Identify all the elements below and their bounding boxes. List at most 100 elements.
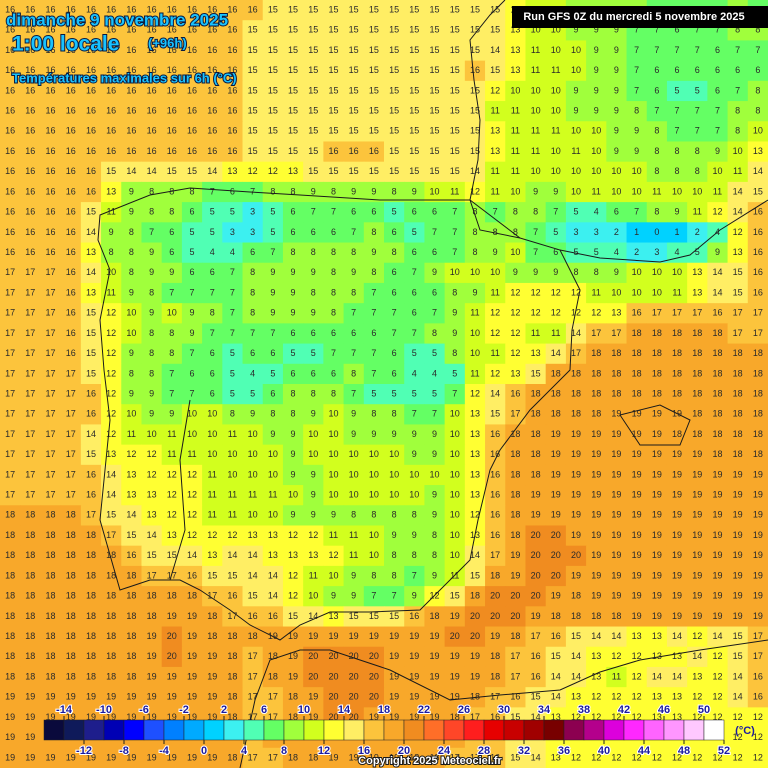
temperature-cell (0, 282, 21, 304)
temperature-cell (363, 121, 385, 142)
temperature-cell (666, 141, 688, 163)
temperature-value: 19 (167, 611, 177, 621)
temperature-cell (242, 626, 264, 648)
temperature-cell (606, 444, 628, 466)
temperature-value: 6 (432, 247, 437, 257)
temperature-value: 19 (632, 611, 642, 621)
temperature-cell (444, 242, 466, 264)
temperature-value: 10 (450, 267, 460, 277)
temperature-value: 8 (755, 106, 760, 116)
temperature-value: 19 (470, 671, 480, 681)
temperature-cell (444, 606, 466, 628)
temperature-cell (485, 101, 506, 122)
temperature-cell (586, 262, 607, 284)
temperature-value: 15 (349, 65, 359, 75)
temperature-value: 16 (66, 207, 76, 217)
temperature-value: 17 (46, 490, 56, 500)
temperature-cell (181, 606, 203, 628)
temperature-cell (646, 606, 668, 628)
temperature-cell (727, 464, 749, 486)
temperature-value: 19 (450, 611, 460, 621)
temperature-value: 17 (5, 449, 15, 459)
temperature-cell (545, 60, 567, 82)
temperature-cell (707, 161, 729, 183)
temperature-cell (20, 101, 41, 122)
temperature-cell (626, 363, 648, 385)
temperature-cell (161, 485, 183, 506)
temperature-cell (565, 444, 587, 466)
temperature-value: 18 (510, 449, 520, 459)
temperature-value: 15 (328, 65, 338, 75)
temperature-value: 7 (250, 328, 255, 338)
temperature-value: 16 (106, 126, 116, 136)
temperature-value: 17 (25, 328, 35, 338)
temperature-value: 10 (349, 449, 359, 459)
temperature-cell (323, 80, 345, 102)
temperature-cell (202, 626, 223, 648)
temperature-cell (222, 404, 244, 425)
temperature-value: 19 (5, 692, 15, 702)
temperature-value: 15 (450, 65, 460, 75)
temperature-cell (40, 222, 62, 244)
temperature-cell (60, 444, 82, 466)
temperature-value: 9 (129, 287, 134, 297)
temperature-cell (202, 161, 223, 183)
temperature-cell (20, 181, 41, 203)
temperature-cell (181, 222, 203, 244)
temperature-value: 4 (250, 368, 255, 378)
temperature-cell (586, 404, 607, 425)
temperature-value: 18 (551, 409, 561, 419)
temperature-value: 11 (490, 348, 499, 358)
temperature-cell (262, 101, 284, 122)
temperature-value: 18 (187, 591, 197, 601)
temperature-value: 19 (611, 530, 621, 540)
temperature-cell (222, 565, 244, 587)
temperature-value: 8 (654, 126, 659, 136)
temperature-value: 10 (571, 45, 581, 55)
temperature-value: 5 (573, 247, 578, 257)
temperature-value: 20 (490, 591, 500, 601)
colorbar-swatch (383, 719, 405, 741)
temperature-value: 17 (510, 651, 520, 661)
temperature-cell (343, 464, 365, 486)
temperature-cell (363, 586, 385, 607)
temperature-value: 16 (712, 308, 722, 318)
temperature-value: 18 (66, 570, 76, 580)
temperature-cell (505, 282, 526, 304)
temperature-cell (505, 141, 526, 163)
temperature-cell (565, 464, 587, 486)
temperature-value: 12 (147, 469, 157, 479)
colorbar-swatch (583, 719, 605, 741)
temperature-value: 18 (510, 469, 520, 479)
temperature-value: 15 (430, 65, 440, 75)
temperature-cell (101, 586, 122, 607)
temperature-cell (161, 505, 183, 526)
temperature-value: 19 (126, 692, 136, 702)
temperature-value: 16 (66, 166, 76, 176)
temperature-cell (282, 141, 304, 163)
temperature-cell (646, 586, 668, 607)
temperature-value: 8 (230, 409, 235, 419)
temperature-cell (202, 101, 223, 122)
temperature-value: 12 (632, 671, 642, 681)
temperature-value: 9 (432, 570, 437, 580)
temperature-cell (646, 282, 668, 304)
colorbar-swatch (223, 719, 245, 741)
temperature-cell (20, 505, 41, 526)
temperature-cell (323, 606, 345, 628)
temperature-cell (303, 262, 324, 284)
temperature-cell (485, 0, 506, 21)
temperature-value: 14 (268, 591, 278, 601)
temperature-cell (626, 606, 648, 628)
temperature-cell (747, 485, 768, 506)
temperature-value: 8 (472, 247, 477, 257)
temperature-cell (485, 20, 506, 41)
temperature-cell (525, 242, 547, 264)
temperature-cell (424, 565, 446, 587)
temperature-cell (60, 0, 82, 21)
temperature-value: 10 (430, 186, 440, 196)
temperature-value: 19 (733, 490, 743, 500)
temperature-cell (646, 343, 668, 365)
temperature-cell (242, 60, 264, 82)
temperature-cell (404, 20, 425, 41)
